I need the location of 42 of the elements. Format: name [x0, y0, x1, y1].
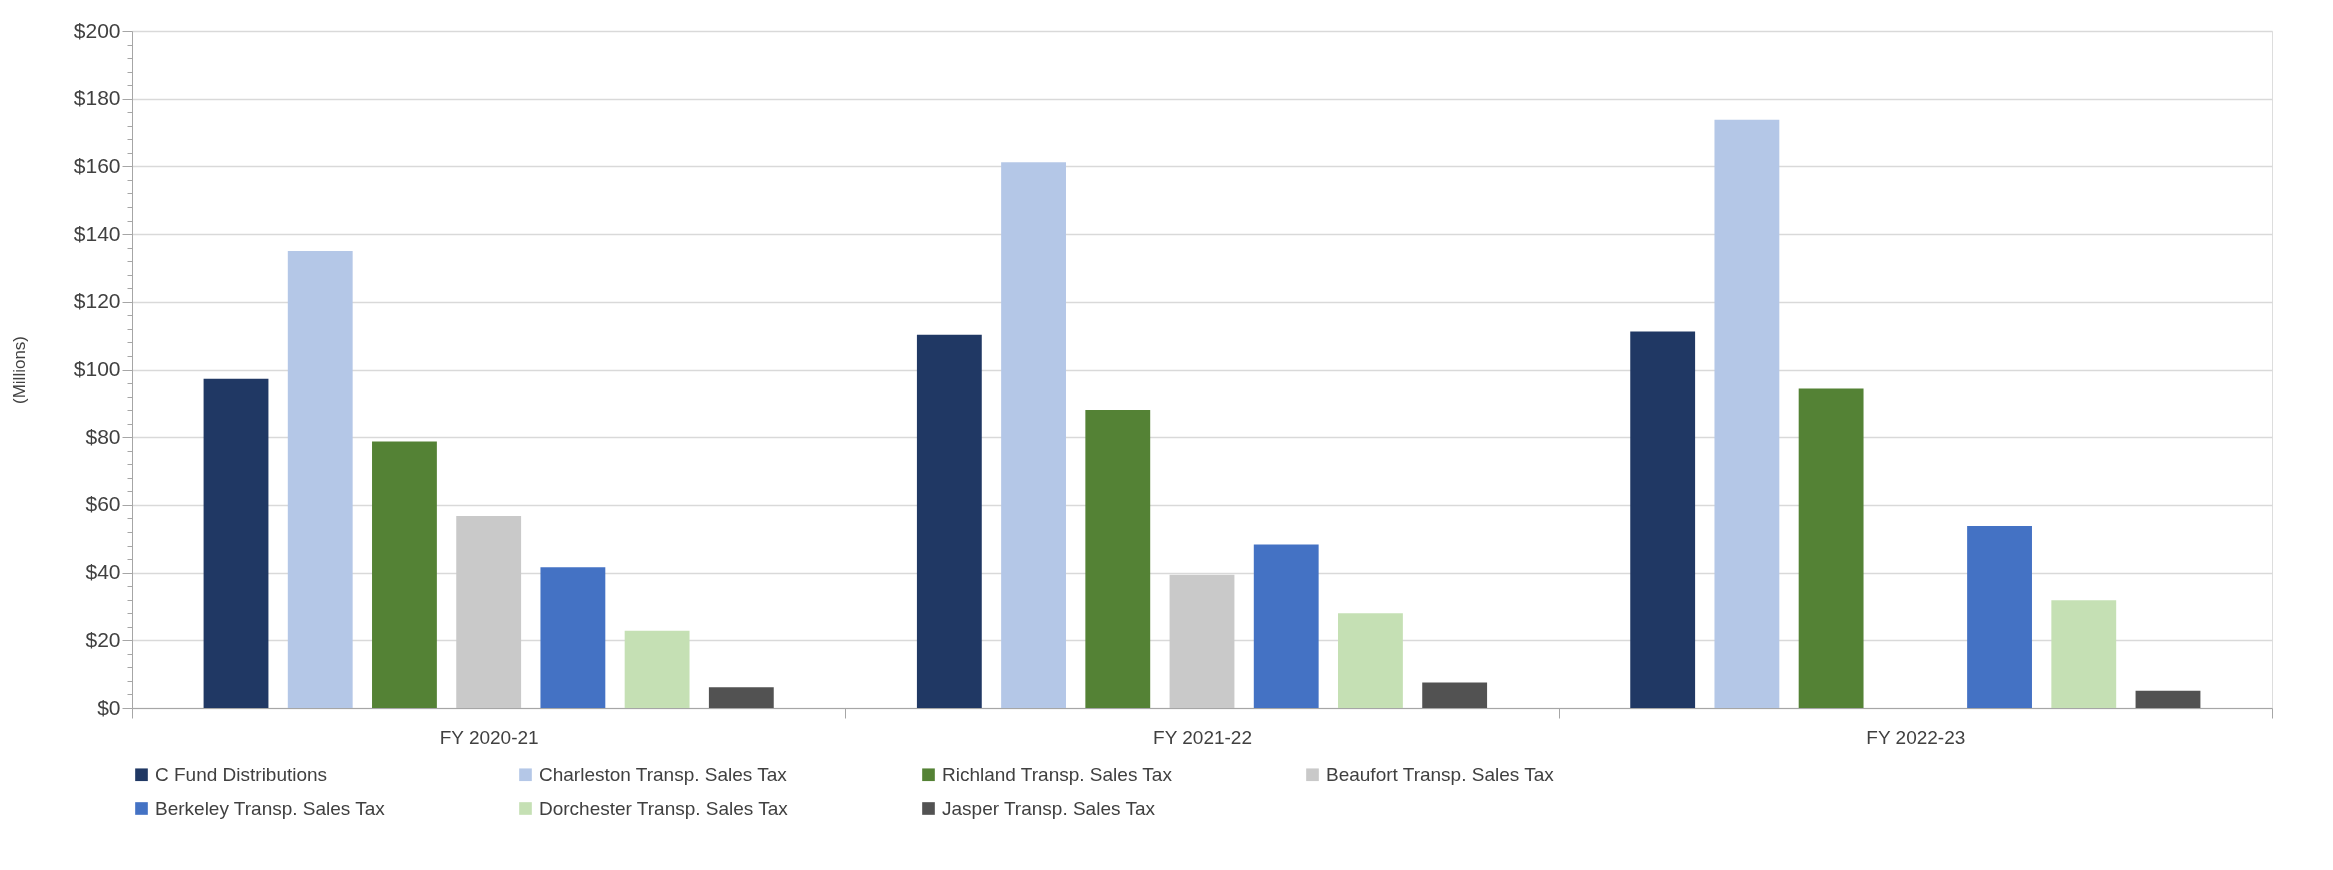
y-tick-label: $180	[73, 86, 121, 110]
legend-label: Jasper Transp. Sales Tax	[942, 797, 1156, 819]
bar	[1422, 682, 1488, 708]
y-tick-label: $60	[85, 492, 121, 516]
y-tick-label: $0	[97, 695, 121, 719]
x-tick-label: FY 2021-22	[1153, 726, 1252, 748]
y-tick-label: $20	[85, 627, 121, 651]
legend-label: Richland Transp. Sales Tax	[942, 763, 1173, 785]
bar	[916, 334, 982, 708]
bar	[540, 567, 606, 708]
bar	[372, 441, 437, 708]
bar	[1798, 388, 1864, 708]
bar	[1714, 119, 1780, 708]
bar	[1967, 525, 2032, 708]
y-tick-label: $80	[85, 424, 121, 448]
legend-label: Charleston Transp. Sales Tax	[539, 763, 788, 785]
y-tick-label: $100	[73, 357, 121, 380]
y-tick-label: $160	[73, 153, 121, 177]
y-tick-label: $120	[73, 289, 121, 313]
legend-label: Dorchester Transp. Sales Tax	[539, 797, 789, 819]
bar	[203, 378, 269, 708]
bar	[2051, 600, 2117, 708]
bar	[2135, 690, 2201, 708]
bar	[287, 251, 353, 708]
y-tick-label: $140	[73, 221, 121, 245]
x-tick-label: FY 2022-23	[1866, 726, 1966, 748]
y-tick-label: $40	[85, 560, 121, 584]
y-tick-label: $200	[73, 18, 121, 42]
bar	[1001, 162, 1066, 708]
bar	[456, 516, 522, 708]
x-tick-label: FY 2020-21	[439, 726, 539, 748]
bar	[708, 687, 774, 708]
legend-label: Beaufort Transp. Sales Tax	[1326, 763, 1555, 785]
bar	[1253, 544, 1319, 708]
bar	[1169, 574, 1235, 708]
legend-label: C Fund Distributions	[155, 763, 328, 785]
bar	[624, 630, 690, 708]
y-axis-title: (Millions)	[9, 336, 29, 404]
bar	[1630, 331, 1696, 708]
bar	[1338, 613, 1403, 708]
legend-label: Berkeley Transp. Sales Tax	[155, 797, 386, 819]
bar	[1085, 410, 1151, 708]
